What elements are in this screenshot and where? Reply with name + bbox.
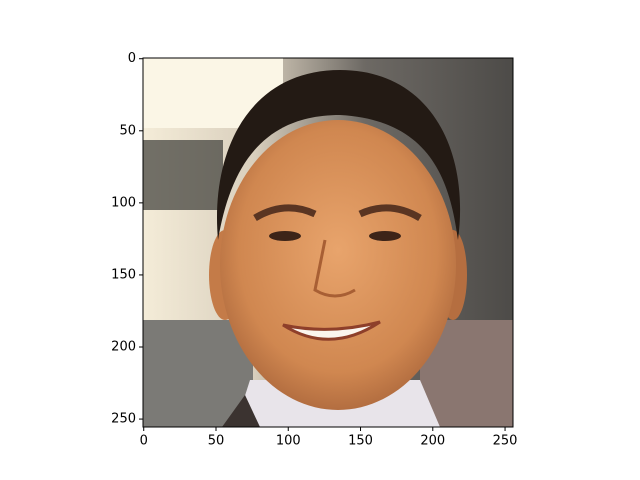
x-tick-label: 150: [348, 434, 373, 449]
axes-frame: [142, 57, 514, 428]
x-tick-label: 0: [140, 434, 148, 449]
x-tick-label: 50: [208, 434, 225, 449]
y-tick-label: 150: [111, 267, 136, 282]
y-tick-label: 100: [111, 195, 136, 210]
y-tick-label: 200: [111, 340, 136, 355]
x-tick-label: 250: [493, 434, 518, 449]
image: [143, 58, 513, 427]
x-tick-label: 200: [420, 434, 445, 449]
y-tick-label: 50: [119, 123, 136, 138]
x-tick-label: 100: [276, 434, 301, 449]
y-tick-label: 250: [111, 412, 136, 427]
y-tick-label: 0: [128, 51, 136, 66]
